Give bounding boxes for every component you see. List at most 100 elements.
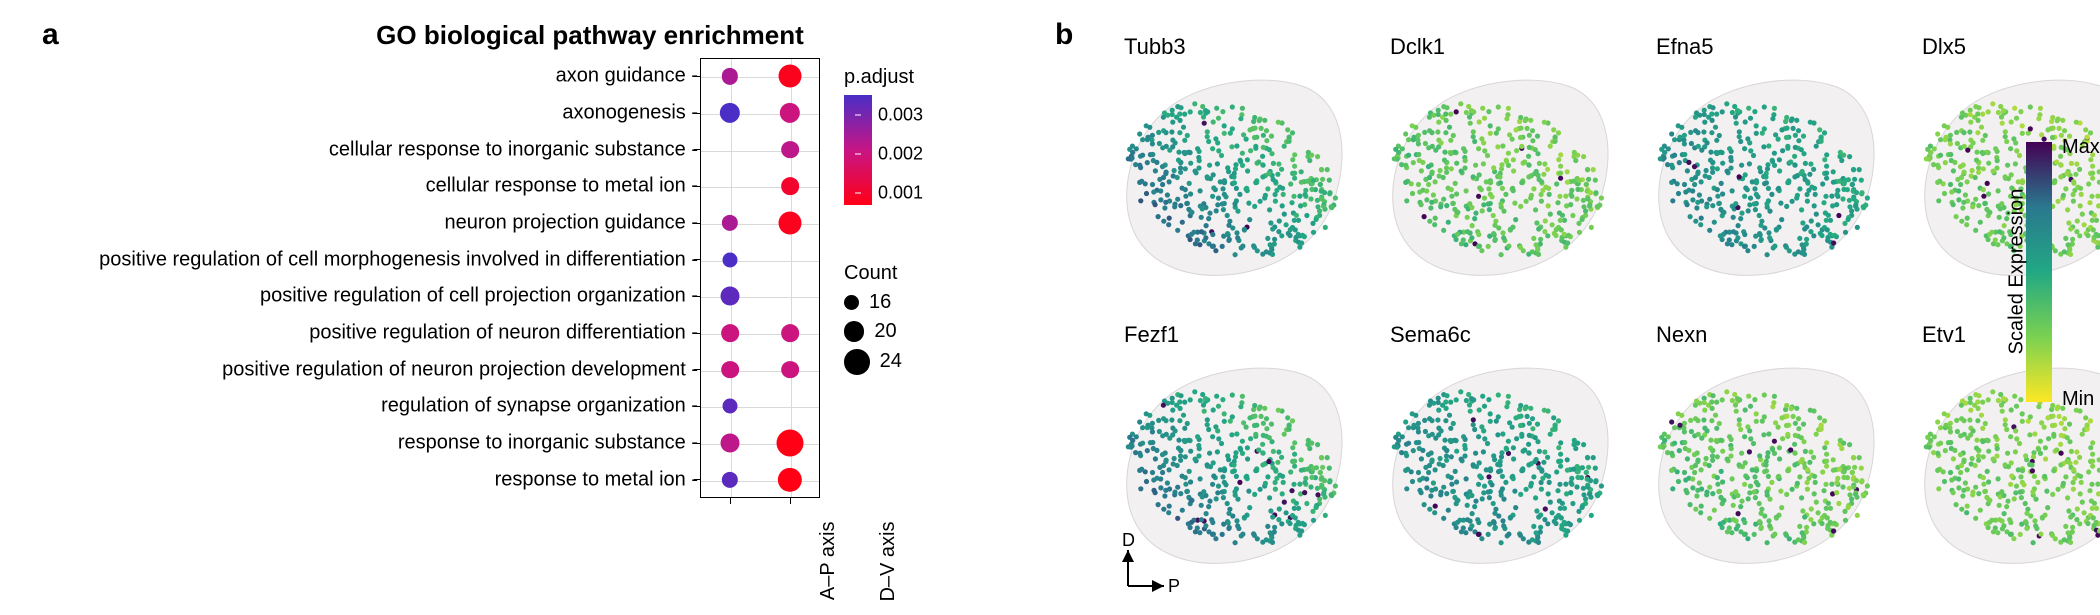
expression-spot [1431, 480, 1436, 485]
expression-spot [1752, 397, 1757, 402]
expression-spot [1839, 446, 1844, 451]
expression-spot [1237, 480, 1242, 485]
expression-spot [1448, 138, 1453, 143]
expression-spot [1433, 504, 1438, 509]
expression-spot [1137, 180, 1142, 185]
expression-spot [1735, 235, 1740, 240]
expression-spot [1956, 476, 1961, 481]
expression-spot [1563, 194, 1568, 199]
expression-spot [1942, 411, 1947, 416]
expression-spot [1824, 171, 1829, 176]
expression-spot [1665, 162, 1670, 167]
expression-spot [1234, 518, 1239, 523]
expression-spot [1175, 485, 1180, 490]
expression-spot [1162, 493, 1167, 498]
expression-spot [1535, 151, 1540, 156]
expression-spot [1280, 491, 1285, 496]
expression-spot [1282, 212, 1287, 217]
expression-spot [2039, 420, 2044, 425]
expression-spot [1819, 423, 1824, 428]
expression-spot [1304, 213, 1309, 218]
expression-spot [1231, 462, 1236, 467]
expression-spot [1473, 499, 1478, 504]
expression-spot [1577, 518, 1582, 523]
expression-spot [1467, 201, 1472, 206]
count-legend: Count 162024 [844, 262, 902, 381]
expression-spot [2001, 396, 2006, 401]
expression-spot [1762, 104, 1767, 109]
expression-spot [1206, 427, 1211, 432]
expression-spot [1721, 232, 1726, 237]
expression-spot [1428, 493, 1433, 498]
expression-spot [1599, 483, 1604, 488]
expression-spot [1847, 492, 1852, 497]
expression-spot [2079, 192, 2084, 197]
expression-spot [1568, 192, 1573, 197]
expression-spot [1527, 145, 1532, 150]
expression-spot [2008, 434, 2013, 439]
expression-spot [1855, 513, 1860, 518]
expression-spot [1481, 161, 1486, 166]
expression-spot [1836, 501, 1841, 506]
expression-spot [1993, 146, 1998, 151]
expression-spot [1742, 194, 1747, 199]
expression-spot [2063, 474, 2068, 479]
expression-spot [1714, 426, 1719, 431]
expression-spot [1277, 218, 1282, 223]
expression-spot [1177, 399, 1182, 404]
expression-spot [1558, 171, 1563, 176]
expression-spot [1819, 521, 1824, 526]
expression-spot [2090, 176, 2095, 181]
expression-spot [2009, 172, 2014, 177]
expression-spot [1451, 421, 1456, 426]
expression-spot [1807, 172, 1812, 177]
expression-spot [1292, 171, 1297, 176]
expression-spot [1738, 504, 1743, 509]
expression-spot [1534, 242, 1539, 247]
expression-spot [1500, 143, 1505, 148]
expression-spot [1518, 115, 1523, 120]
expression-spot [1225, 453, 1230, 458]
expression-spot [1306, 150, 1311, 155]
expression-spot [1333, 195, 1338, 200]
expression-spot [2055, 406, 2060, 411]
expression-spot [1419, 168, 1424, 173]
expression-spot [1539, 179, 1544, 184]
expression-spot [1575, 187, 1580, 192]
expression-spot [1558, 152, 1563, 157]
expression-spot [1477, 460, 1482, 465]
expression-spot [1765, 252, 1770, 257]
expression-spot [1961, 130, 1966, 135]
expression-spot [1144, 123, 1149, 128]
expression-spot [2058, 174, 2063, 179]
expression-spot [1410, 411, 1415, 416]
expression-spot [1766, 186, 1771, 191]
padjust-inner-tick [855, 114, 861, 115]
expression-spot [1257, 406, 1262, 411]
expression-spot [1958, 182, 1963, 187]
expression-spot [1315, 486, 1320, 491]
expression-spot [1215, 140, 1220, 145]
expression-spot [1252, 126, 1257, 131]
expression-spot [1449, 194, 1454, 199]
expression-spot [1486, 244, 1491, 249]
expression-spot [1275, 460, 1280, 465]
expression-spot [1808, 449, 1813, 454]
expression-spot [1840, 484, 1845, 489]
expression-spot [1222, 123, 1227, 128]
expression-spot [1701, 417, 1706, 422]
expression-spot [1210, 194, 1215, 199]
expression-spot [1275, 172, 1280, 177]
expression-spot [1573, 158, 1578, 163]
expression-spot [1165, 401, 1170, 406]
expression-spot [2008, 520, 2013, 525]
expression-spot [1285, 415, 1290, 420]
expression-spot [2014, 148, 2019, 153]
expression-spot [1153, 456, 1158, 461]
expression-spot [1796, 537, 1801, 542]
expression-spot [1476, 434, 1481, 439]
expression-spot [1161, 463, 1166, 468]
expression-spot [1486, 532, 1491, 537]
expression-spot [1523, 118, 1528, 123]
expression-spot [1259, 126, 1264, 131]
